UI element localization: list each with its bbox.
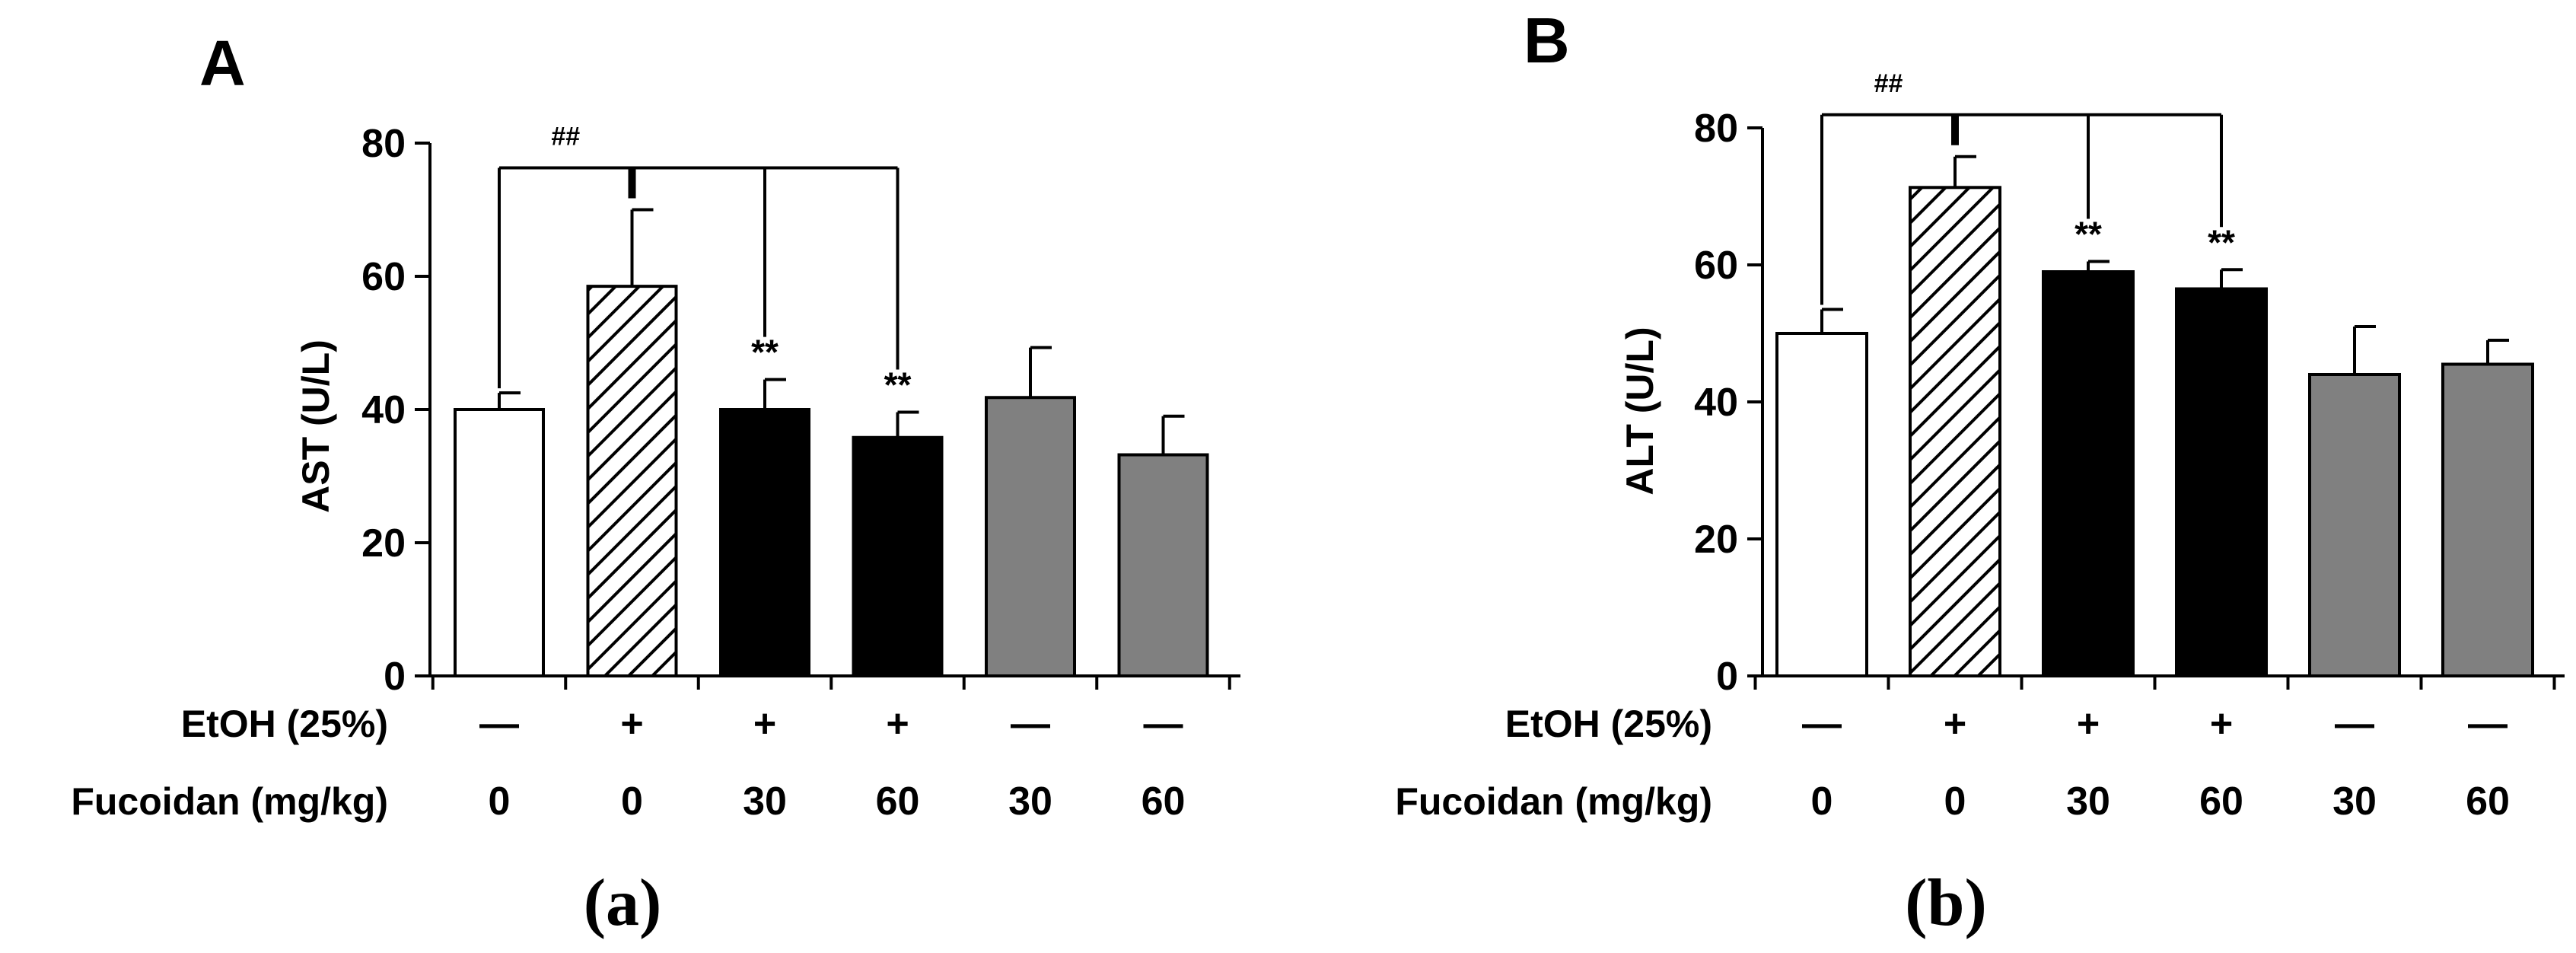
fucoidan-value: 60 — [1142, 779, 1186, 824]
bar — [1775, 332, 1868, 677]
bar — [719, 408, 810, 677]
panel-caption: (b) — [1905, 866, 1987, 940]
etoh-value: + — [1944, 702, 1966, 746]
panel-b: B ALT (U/L) EtOH (25%) Fucoidan (mg/kg) … — [1395, 5, 2565, 940]
y-tick-label: 20 — [361, 521, 406, 566]
panel-caption: (a) — [584, 866, 662, 940]
bar — [586, 285, 678, 677]
y-axis-label: AST (U/L) — [295, 339, 337, 513]
y-tick-label: 80 — [1694, 107, 1738, 151]
etoh-value: + — [2077, 702, 2100, 746]
y-tick-label: 60 — [361, 255, 406, 299]
bar — [1117, 453, 1209, 677]
fucoidan-value: 0 — [1811, 779, 1833, 824]
fucoidan-row-label: Fucoidan (mg/kg) — [1395, 780, 1712, 823]
bar — [2175, 287, 2268, 677]
panel-a: A AST (U/L) EtOH (25%) Fucoidan (mg/kg) … — [71, 27, 1240, 940]
etoh-value: — — [2468, 702, 2508, 746]
y-tick-label: 20 — [1694, 518, 1738, 562]
bar — [852, 435, 944, 677]
etoh-value: + — [886, 702, 909, 746]
etoh-value: + — [753, 702, 776, 746]
panel-label: B — [1524, 5, 1570, 76]
fucoidan-value: 60 — [2466, 779, 2510, 824]
significance-mark: ## — [551, 123, 580, 151]
fucoidan-row-label: Fucoidan (mg/kg) — [71, 780, 388, 823]
significance-mark: ** — [884, 365, 912, 405]
fucoidan-value: 30 — [2066, 779, 2110, 824]
bar — [985, 396, 1076, 677]
y-axis-label: ALT (U/L) — [1619, 327, 1661, 495]
significance-mark: ** — [751, 333, 779, 372]
fucoidan-value: 0 — [1944, 779, 1966, 824]
fucoidan-value: 30 — [743, 779, 787, 824]
fucoidan-value: 0 — [621, 779, 643, 824]
bar — [2441, 362, 2534, 677]
fucoidan-value: 30 — [2332, 779, 2377, 824]
y-tick-label: 40 — [361, 388, 406, 432]
bar — [454, 408, 545, 677]
y-tick-label: 80 — [361, 122, 406, 166]
bar — [1909, 186, 2001, 678]
y-tick-label: 0 — [384, 655, 406, 699]
etoh-value: — — [1802, 702, 1842, 746]
fucoidan-value: 0 — [489, 779, 511, 824]
bar — [2042, 270, 2135, 677]
significance-mark: ** — [2208, 222, 2235, 262]
fucoidan-value: 60 — [2199, 779, 2243, 824]
etoh-value: — — [1011, 702, 1050, 746]
etoh-row-label: EtOH (25%) — [1505, 703, 1712, 745]
etoh-value: — — [479, 702, 519, 746]
significance-mark: ** — [2074, 215, 2102, 254]
etoh-row-label: EtOH (25%) — [181, 703, 388, 745]
y-tick-label: 40 — [1694, 381, 1738, 425]
fucoidan-value: 30 — [1008, 779, 1052, 824]
bar — [2308, 373, 2401, 677]
significance-mark: ## — [1874, 69, 1903, 98]
etoh-value: + — [2210, 702, 2233, 746]
y-tick-label: 0 — [1716, 655, 1738, 699]
etoh-value: + — [620, 702, 643, 746]
panel-label: A — [199, 27, 246, 99]
etoh-value: — — [1144, 702, 1183, 746]
etoh-value: — — [2335, 702, 2374, 746]
y-tick-label: 60 — [1694, 244, 1738, 288]
fucoidan-value: 60 — [876, 779, 920, 824]
